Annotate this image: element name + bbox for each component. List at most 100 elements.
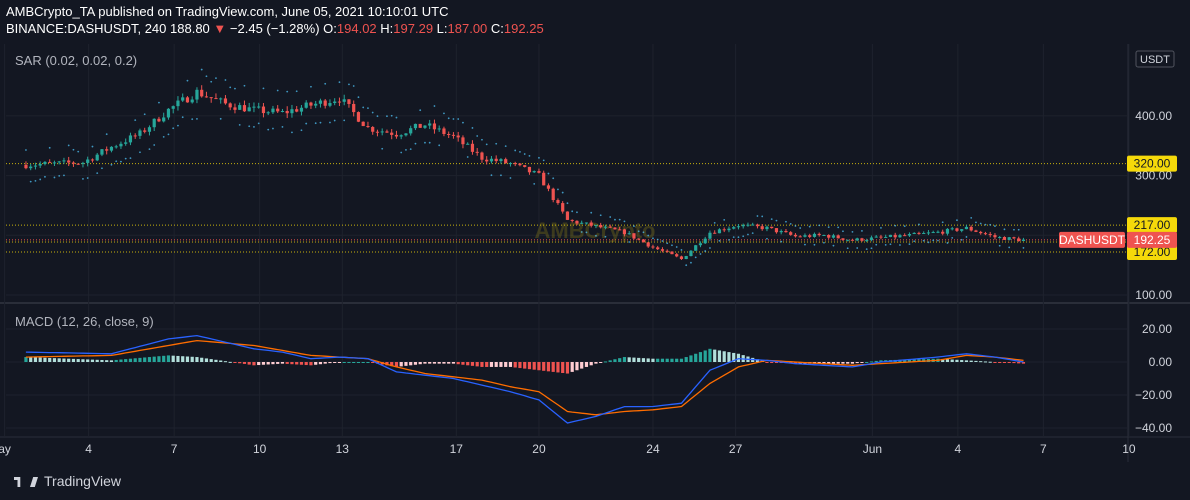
macd-histogram-bar	[732, 352, 736, 362]
sar-dot	[91, 145, 94, 148]
price-change: −2.45 (−1.28%)	[229, 21, 320, 36]
candle-body	[328, 103, 332, 106]
candle-body	[713, 232, 717, 234]
candle-body	[90, 159, 95, 161]
macd-histogram-bar	[428, 362, 432, 364]
sar-dot	[276, 89, 279, 92]
macd-histogram-bar	[409, 362, 413, 366]
sar-dot	[633, 225, 635, 228]
candle-body	[694, 245, 698, 251]
sar-dot	[884, 244, 887, 246]
watermark-text: AMBCrypto	[535, 218, 656, 243]
candle-body	[808, 235, 812, 237]
sar-dot	[571, 210, 574, 213]
sar-dot	[139, 151, 141, 154]
macd-histogram-bar	[565, 362, 570, 374]
macd-histogram-bar	[233, 362, 237, 363]
candle-body	[195, 89, 199, 100]
time-tick-label: Jun	[863, 442, 882, 456]
candle-body	[380, 131, 384, 133]
sar-dot	[728, 238, 730, 241]
sar-dot	[690, 261, 692, 264]
candle-body	[285, 111, 289, 114]
candle-body	[71, 162, 76, 164]
candle-body	[366, 126, 370, 128]
candle-body	[561, 203, 565, 212]
sar-dot	[124, 157, 127, 160]
sar-dot	[813, 243, 816, 246]
macd-histogram-bar	[485, 362, 489, 367]
tradingview-mark-icon	[14, 477, 21, 487]
macd-histogram-bar	[437, 362, 441, 364]
sar-dot	[29, 180, 32, 183]
sar-dot	[989, 223, 992, 226]
sar-indicator-label[interactable]: SAR (0.02, 0.02, 0.2)	[15, 53, 138, 68]
sar-dot	[723, 218, 726, 221]
sar-dot	[970, 216, 973, 219]
candle-body	[105, 149, 109, 151]
time-tick-label: 17	[450, 442, 464, 456]
price-tick-label: 400.00	[1135, 109, 1172, 123]
candle-body	[622, 229, 627, 235]
sar-dot	[846, 247, 849, 250]
candle-body	[760, 226, 764, 230]
candle-body	[580, 222, 584, 224]
macd-histogram-bar	[361, 362, 365, 363]
macd-tick-label: −40.00	[1135, 421, 1172, 435]
sar-dot	[386, 115, 388, 118]
macd-histogram-bar	[969, 360, 973, 362]
sar-dot	[870, 247, 873, 250]
candle-body	[846, 239, 850, 241]
candle-body	[361, 121, 365, 127]
sar-dot	[514, 149, 517, 152]
macd-histogram-bar	[219, 360, 223, 362]
candle-body	[736, 226, 741, 228]
sar-dot	[395, 116, 398, 119]
candle-body	[746, 224, 750, 226]
macd-histogram-bar	[157, 356, 161, 362]
sar-dot	[485, 143, 488, 146]
level-tag-label: 172.00	[1134, 245, 1171, 259]
macd-histogram-bar	[24, 357, 28, 362]
sar-dot	[86, 177, 89, 179]
candle-body	[708, 232, 712, 239]
candle-body	[475, 151, 479, 153]
sar-dot	[291, 131, 293, 134]
candle-body	[917, 232, 921, 234]
macd-indicator-label[interactable]: MACD (12, 26, close, 9)	[15, 314, 154, 329]
high-label: H:	[380, 21, 394, 36]
sar-dot	[167, 133, 170, 136]
candle-body	[95, 154, 99, 161]
sar-dot	[595, 234, 597, 237]
candle-body	[703, 238, 707, 244]
candle-body	[798, 236, 802, 238]
sar-dot	[780, 240, 783, 243]
sar-dot	[557, 188, 559, 191]
macd-histogram-bar	[280, 362, 285, 364]
sar-dot	[823, 241, 825, 244]
candle-body	[295, 109, 299, 112]
candle-body	[907, 233, 912, 236]
sar-dot	[443, 112, 445, 115]
macd-histogram-bar	[261, 362, 266, 365]
candle-body	[428, 123, 432, 126]
candle-body	[190, 99, 194, 103]
candle-body	[599, 224, 603, 228]
macd-histogram-bar	[575, 362, 579, 371]
sar-dot	[58, 174, 61, 177]
macd-histogram-bar	[703, 350, 707, 362]
candle-body	[983, 233, 988, 235]
candle-body	[893, 234, 897, 238]
macd-histogram-bar	[537, 362, 541, 371]
symbol-label[interactable]: BINANCE:DASHUSDT, 240	[6, 21, 167, 36]
tradingview-logo[interactable]: TradingView	[14, 473, 121, 489]
time-tick-label: 4	[955, 442, 962, 456]
candle-body	[1012, 237, 1016, 239]
sar-dot	[533, 183, 536, 185]
candle-body	[922, 232, 926, 234]
macd-histogram-bar	[903, 359, 907, 362]
macd-histogram-bar	[656, 358, 660, 362]
candle-body	[993, 235, 997, 238]
time-tick-label: 10	[253, 442, 267, 456]
